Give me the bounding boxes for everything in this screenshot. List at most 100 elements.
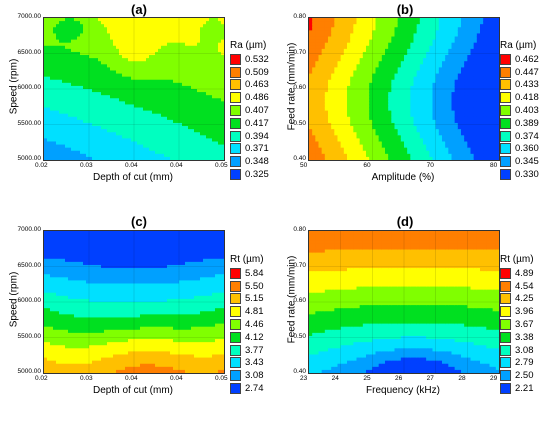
contour-cell <box>155 58 159 62</box>
contour-cell <box>206 138 210 143</box>
contour-cell <box>143 116 147 121</box>
contour-cell <box>122 51 126 56</box>
contour-cell <box>218 51 222 56</box>
contour-cell <box>334 156 339 160</box>
contour-cell <box>378 110 383 115</box>
contour-cell <box>366 132 370 136</box>
contour-cell <box>107 79 111 84</box>
contour-cell <box>419 129 424 133</box>
contour-cell <box>404 129 408 133</box>
contour-cell <box>191 138 195 143</box>
contour-cell <box>321 156 326 160</box>
contour-cell <box>164 67 168 72</box>
contour-cell <box>95 98 99 102</box>
contour-cell <box>391 129 396 133</box>
contour-cell <box>134 45 138 50</box>
contour-cell <box>170 36 174 41</box>
contour-cell <box>366 67 370 72</box>
contour-cell <box>92 51 96 56</box>
contour-cell <box>95 70 99 75</box>
contour-cell <box>53 79 57 84</box>
contour-cell <box>324 24 329 28</box>
contour-cell <box>340 126 345 130</box>
contour-cell <box>328 92 332 96</box>
contour-cell <box>221 18 224 22</box>
contour-cell <box>413 36 418 41</box>
contour-cell <box>328 89 332 93</box>
contour-cell <box>394 113 399 118</box>
contour-cell <box>146 98 150 102</box>
contour-cell <box>149 33 153 38</box>
contour-cell <box>158 67 162 72</box>
contour-cell <box>337 21 342 25</box>
contour-cell <box>397 132 402 136</box>
contour-cell <box>318 113 323 118</box>
contour-cell <box>209 18 213 22</box>
contour-cell <box>170 21 174 25</box>
contour-cell <box>188 116 192 121</box>
contour-cell <box>356 67 361 72</box>
contour-cell <box>128 79 132 84</box>
contour-cell <box>116 55 120 59</box>
contour-cell <box>71 45 75 50</box>
contour-cell <box>432 129 437 133</box>
contour-cell <box>215 48 219 53</box>
contour-cell <box>137 55 141 59</box>
contour-cell <box>381 48 386 53</box>
contour-cell <box>324 116 329 121</box>
contour-cell <box>179 126 183 130</box>
contour-cell <box>328 132 332 136</box>
contour-cell <box>438 33 443 38</box>
contour-cell <box>197 36 201 41</box>
contour-cell <box>432 85 437 90</box>
contour-cell <box>56 156 60 160</box>
contour-cell <box>416 24 421 28</box>
contour-cell <box>312 45 316 50</box>
contour-cell <box>353 45 358 50</box>
contour-cell <box>318 119 323 124</box>
contour-cell <box>107 30 111 35</box>
contour-cell <box>331 98 335 102</box>
contour-cell <box>423 150 427 155</box>
contour-cell <box>419 132 424 136</box>
contour-cell <box>445 30 449 35</box>
contour-cell <box>331 24 335 28</box>
contour-cell <box>353 101 358 106</box>
contour-cell <box>179 18 183 22</box>
contour-cell <box>416 42 421 47</box>
contour-cell <box>59 45 63 50</box>
contour-cell <box>101 92 105 96</box>
contour-cell <box>350 51 354 56</box>
contour-cell <box>86 76 90 81</box>
contour-cell <box>385 39 389 44</box>
contour-cell <box>426 132 430 136</box>
contour-cell <box>179 24 183 28</box>
contour-cell <box>158 39 162 44</box>
contour-cell <box>62 67 66 72</box>
contour-cell <box>337 70 342 75</box>
contour-cell <box>206 79 210 84</box>
contour-cell <box>74 45 78 50</box>
contour-cell <box>451 48 456 53</box>
contour-cell <box>438 24 443 28</box>
contour-cell <box>188 76 192 81</box>
contour-cell <box>59 85 63 90</box>
contour-cell <box>125 101 129 106</box>
contour-cell <box>176 132 180 136</box>
contour-cell <box>353 107 358 112</box>
contour-cell <box>95 30 99 35</box>
contour-cell <box>353 141 358 146</box>
contour-cell <box>104 89 108 93</box>
contour-cell <box>107 89 111 93</box>
contour-cell <box>146 79 150 84</box>
contour-cell <box>71 42 75 47</box>
contour-cell <box>391 107 396 112</box>
contour-cell <box>445 141 449 146</box>
contour-cell <box>359 101 364 106</box>
contour-cell <box>110 150 114 155</box>
contour-cell <box>356 110 361 115</box>
contour-cell <box>318 30 323 35</box>
contour-cell <box>312 76 316 81</box>
contour-cell <box>209 116 213 121</box>
panel-a-label: (a) <box>131 2 147 17</box>
